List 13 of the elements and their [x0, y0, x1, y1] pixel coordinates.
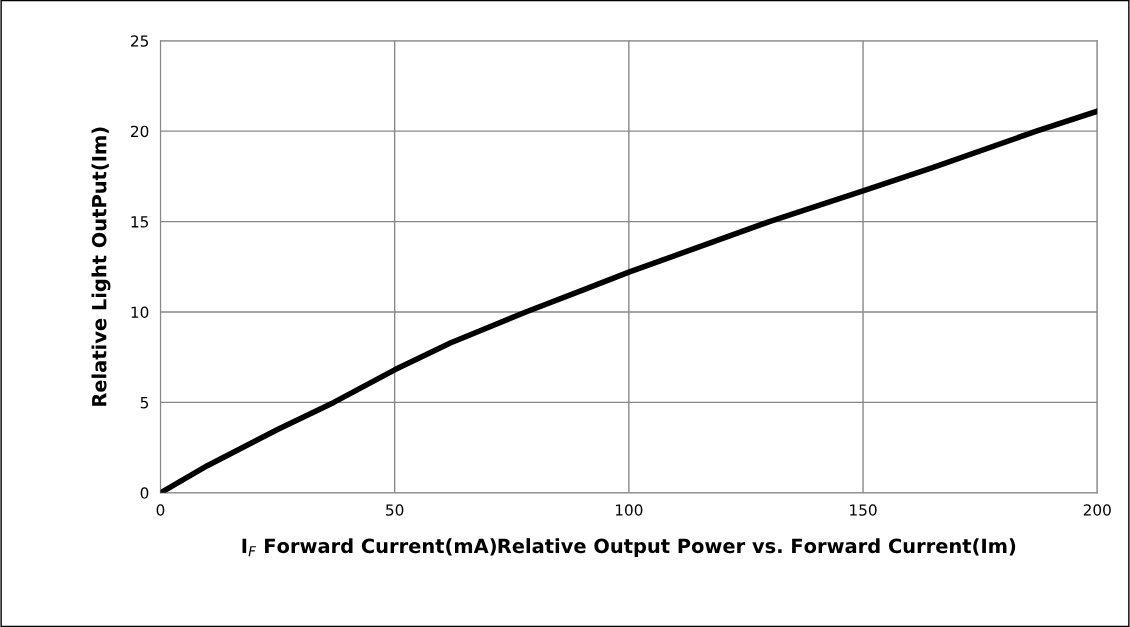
x-tick-label: 200	[1083, 504, 1111, 516]
x-tick-label: 50	[386, 504, 404, 516]
y-tick-label: 20	[131, 125, 149, 138]
y-tick-label: 25	[131, 35, 149, 47]
y-tick-label: 5	[140, 397, 149, 409]
x-tick-label: 0	[156, 504, 165, 516]
y-tick-label: 10	[131, 306, 149, 319]
y-tick-label: 15	[131, 216, 149, 228]
y-tick-label: 0	[140, 487, 149, 499]
x-tick-label: 100	[615, 504, 643, 516]
x-axis-title: I$_{F}$ Forward Current(mA)Relative Output Power vs. Forward Current(Im)	[242, 538, 1016, 557]
y-axis-title: Relative Light OutPut(Im)	[91, 127, 111, 406]
x-tick-label: 150	[850, 504, 877, 516]
